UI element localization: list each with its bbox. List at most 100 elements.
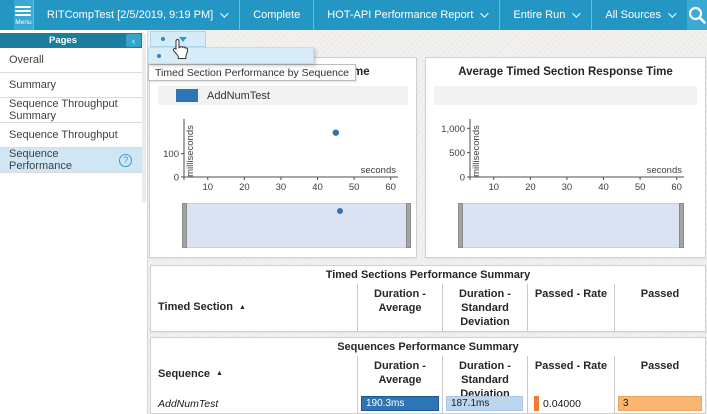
passed-rate-value: 0.04000 [543, 397, 581, 410]
svg-text:30: 30 [276, 182, 287, 193]
table-header-row: Timed Section ▲ Duration - Average Durat… [151, 284, 705, 332]
sidebar-collapse-button[interactable]: ‹ [126, 34, 141, 47]
sources-dropdown[interactable]: All Sources [591, 0, 687, 30]
sidebar-item-label: Summary [9, 79, 57, 91]
run-scope-dropdown[interactable]: Entire Run [499, 0, 591, 30]
chart-range-selector[interactable] [458, 203, 684, 248]
column-header-passed-rate[interactable]: Passed - Rate [527, 356, 614, 393]
svg-text:1,000: 1,000 [441, 124, 465, 135]
minimap-data-point [336, 208, 343, 214]
passed-bar: 3 [618, 396, 702, 411]
sequences-summary-table: Sequences Performance Summary Sequence ▲… [150, 337, 706, 414]
chevron-down-icon [572, 9, 582, 18]
chevron-down-icon [220, 9, 229, 18]
svg-text:milliseconds: milliseconds [185, 125, 196, 177]
chart-pager-menu-item[interactable] [148, 47, 314, 64]
sources-label: All Sources [605, 9, 661, 21]
passed-rate-bar [534, 396, 539, 411]
duration-std-dev-cell: 187.1ms [442, 393, 527, 414]
svg-text:seconds: seconds [361, 165, 397, 176]
status-badge: Complete [239, 0, 313, 30]
column-header-duration-average[interactable]: Duration - Average [357, 356, 442, 393]
report-content: onse Time AddNumTest 1020304050600100sec… [148, 30, 707, 414]
range-handle-right[interactable] [679, 203, 684, 248]
svg-text:30: 30 [562, 182, 573, 193]
column-header-passed[interactable]: Passed [614, 356, 705, 393]
report-selector-label: RITCompTest [2/5/2019, 9:19 PM] [46, 9, 214, 21]
svg-text:60: 60 [385, 182, 396, 193]
sidebar-item-summary[interactable]: Summary [0, 73, 142, 98]
legend-label: AddNumTest [207, 89, 270, 102]
column-header-duration-std-dev[interactable]: Duration - Standard Deviation [442, 356, 527, 400]
sidebar-item-label: Sequence Performance [9, 148, 72, 172]
svg-text:500: 500 [449, 148, 465, 159]
sequence-name: AddNumTest [158, 397, 219, 410]
sidebar-item-label: Sequence Throughput [9, 129, 118, 141]
svg-text:seconds: seconds [647, 165, 683, 176]
sidebar-item-sequence-throughput-summary[interactable]: Sequence Throughput Summary [0, 98, 142, 123]
chart-title: Average Timed Section Response Time [458, 66, 673, 78]
report-type-label: HOT-API Performance Report [327, 9, 474, 21]
svg-text:0: 0 [460, 173, 465, 184]
column-header-passed[interactable]: Passed [614, 284, 705, 332]
passed-cell: 3 [614, 393, 705, 414]
sidebar-header: Pages ‹ [0, 33, 142, 48]
caret-down-icon [179, 36, 187, 42]
page-dot-icon [157, 53, 161, 58]
range-handle-left[interactable] [458, 203, 463, 248]
chart-legend-empty [434, 86, 697, 105]
chart-legend: AddNumTest [158, 86, 408, 105]
sidebar-item-sequence-throughput[interactable]: Sequence Throughput [0, 123, 142, 148]
menu-button[interactable]: Menu [14, 0, 33, 30]
timed-section-response-chart-panel: Average Timed Section Response Time 10 20… [425, 57, 706, 258]
table-header-row: Sequence ▲ Duration - Average Duration -… [151, 356, 705, 400]
range-handle-right[interactable] [406, 203, 411, 248]
sidebar-item-list: Overall Summary Sequence Throughput Summ… [0, 48, 142, 173]
svg-text:40: 40 [312, 182, 323, 193]
svg-text:60: 60 [671, 182, 682, 193]
chevron-down-icon [668, 9, 677, 18]
sidebar-item-sequence-performance[interactable]: Sequence Performance ? [0, 148, 142, 173]
chart-pager-dropdown-button[interactable] [150, 31, 206, 47]
help-icon[interactable]: ? [119, 153, 132, 167]
svg-text:10: 10 [202, 182, 213, 193]
column-header-sequence[interactable]: Sequence ▲ [158, 367, 223, 380]
sort-asc-icon: ▲ [215, 370, 223, 378]
column-header-timed-section[interactable]: Timed Section ▲ [158, 301, 246, 314]
sidebar-item-label: Sequence Throughput Summary [9, 98, 118, 122]
table-row: AddNumTest 190.3ms 187.1ms 0.04000 3 [151, 393, 705, 414]
report-selector-dropdown[interactable]: RITCompTest [2/5/2019, 9:19 PM] [32, 0, 239, 30]
top-bar: Menu RITCompTest [2/5/2019, 9:19 PM] Com… [0, 0, 707, 30]
svg-text:40: 40 [598, 182, 609, 193]
duration-std-dev-bar: 187.1ms [446, 396, 523, 411]
chevron-down-icon [480, 9, 490, 18]
table-title: Timed Sections Performance Summary [325, 269, 531, 281]
duration-average-cell: 190.3ms [357, 393, 442, 414]
sort-asc-icon: ▲ [238, 303, 246, 311]
svg-text:20: 20 [239, 182, 250, 193]
run-scope-label: Entire Run [513, 9, 566, 21]
status-label: Complete [253, 9, 301, 21]
column-header-duration-average[interactable]: Duration - Average [357, 284, 442, 332]
menu-label: Menu [15, 19, 32, 26]
search-icon [688, 6, 706, 24]
report-type-dropdown[interactable]: HOT-API Performance Report [313, 0, 499, 30]
scatter-plot: 10 20 30 40 50 60 0 500 1,000 seconds milliseconds [441, 119, 684, 193]
passed-rate-cell: 0.04000 [527, 393, 614, 414]
sequence-response-chart-panel: onse Time AddNumTest 1020304050600100sec… [149, 57, 417, 258]
pages-sidebar: Pages ‹ Overall Summary Sequence Through… [0, 30, 148, 414]
chart-range-selector[interactable] [182, 203, 411, 248]
sidebar-scrollbar[interactable] [142, 33, 146, 203]
sidebar-item-overall[interactable]: Overall [0, 48, 142, 73]
column-header-duration-std-dev[interactable]: Duration - Standard Deviation [442, 284, 527, 332]
svg-text:100: 100 [163, 149, 179, 160]
duration-average-bar: 190.3ms [361, 396, 439, 411]
svg-text:10: 10 [488, 182, 499, 193]
range-handle-left[interactable] [182, 203, 187, 248]
page-dot-icon [161, 37, 165, 41]
scatter-plot: 10 20 30 40 50 60 0 100 seconds milliseconds [163, 119, 398, 193]
column-header-passed-rate[interactable]: Passed - Rate [527, 284, 614, 332]
search-button[interactable] [687, 0, 707, 30]
timed-sections-summary-table: Timed Sections Performance Summary Timed… [150, 265, 706, 332]
